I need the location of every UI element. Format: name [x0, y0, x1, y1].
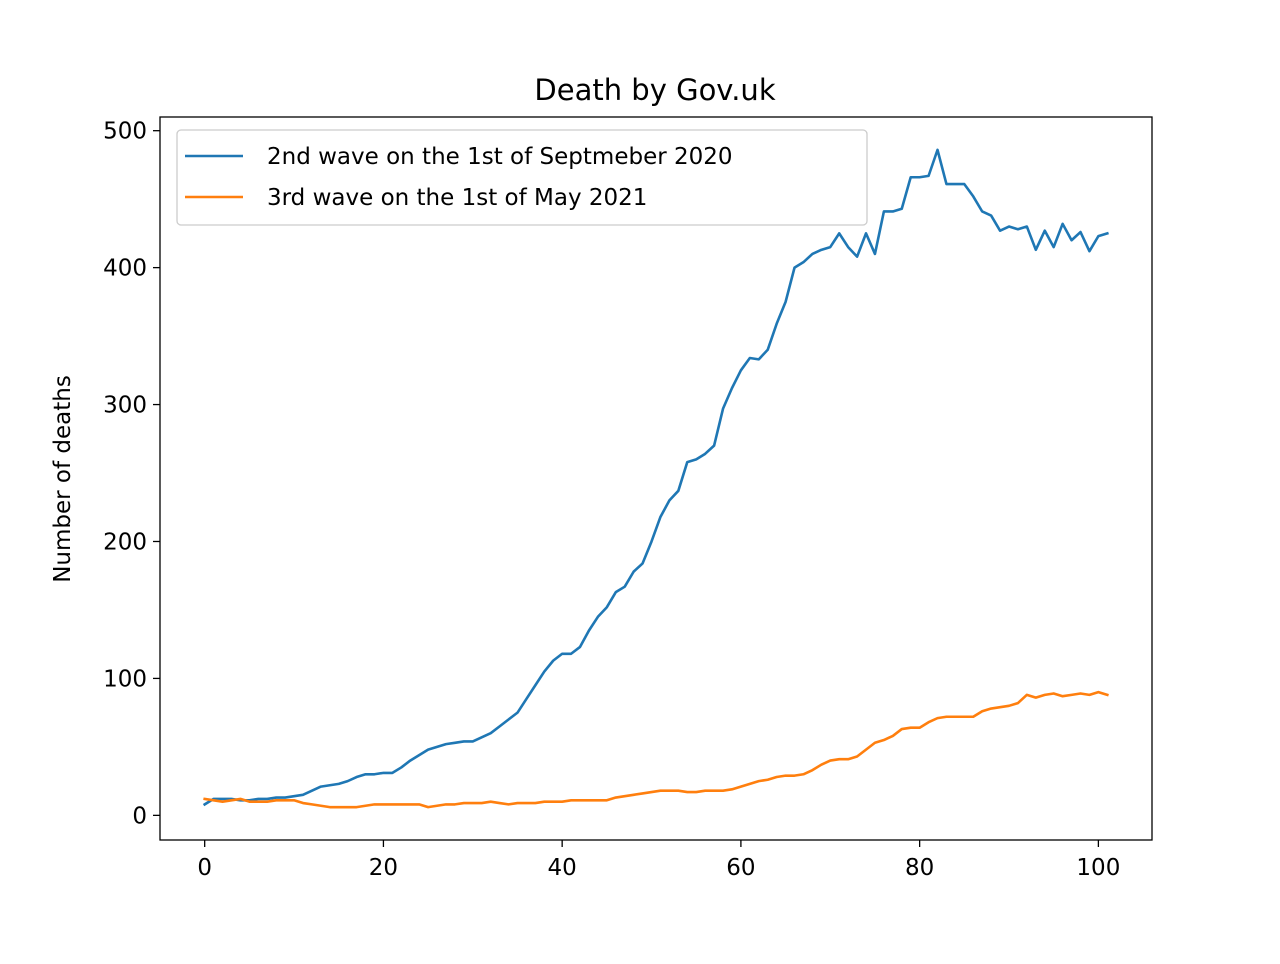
y-tick-label: 400 — [103, 256, 147, 282]
y-tick-label: 300 — [103, 393, 147, 419]
x-tick-label: 80 — [905, 855, 934, 881]
x-tick-label: 40 — [548, 855, 577, 881]
x-tick-label: 100 — [1076, 855, 1120, 881]
x-tick-label: 0 — [197, 855, 212, 881]
y-tick-label: 100 — [103, 666, 147, 692]
legend-label-2: 3rd wave on the 1st of May 2021 — [267, 185, 647, 211]
legend: 2nd wave on the 1st of Septmeber 2020 3rd… — [176, 129, 868, 226]
plot-frame — [159, 116, 1153, 841]
chart-title: Death by Gov.uk — [534, 73, 775, 107]
series-layer — [202, 148, 1109, 809]
x-tick-label: 60 — [726, 855, 755, 881]
series-line-2 — [203, 690, 1109, 809]
y-tick-label: 0 — [132, 803, 147, 829]
legend-box — [176, 129, 868, 226]
axes-layer: 0 20 40 60 80 100 0 100 200 300 400 500 — [103, 116, 1153, 881]
y-tick-label: 200 — [103, 529, 147, 555]
x-tick-label: 20 — [369, 855, 398, 881]
series-line-1 — [202, 148, 1109, 807]
legend-label-1: 2nd wave on the 1st of Septmeber 2020 — [267, 144, 733, 170]
y-tick-label: 500 — [103, 119, 147, 145]
y-axis-label: Number of deaths — [50, 375, 76, 583]
